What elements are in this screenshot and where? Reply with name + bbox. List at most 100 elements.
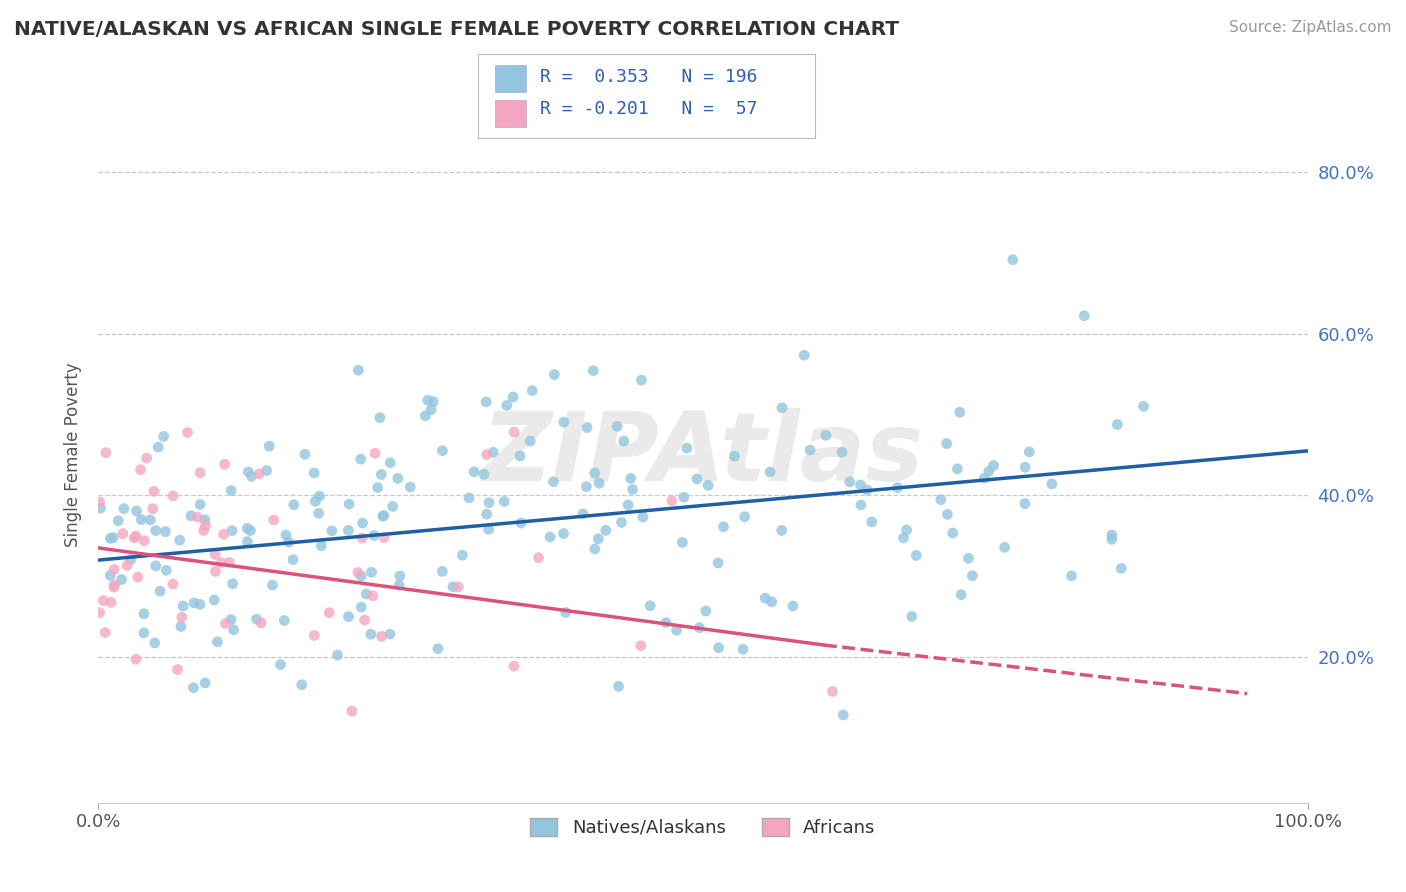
Legend: Natives/Alaskans, Africans: Natives/Alaskans, Africans: [522, 808, 884, 846]
Point: [110, 573, 132, 587]
Y-axis label: Single Female Poverty: Single Female Poverty: [65, 363, 83, 547]
Point: [219, 613, 242, 627]
Point: [273, 614, 295, 628]
Point: [1001, 252, 1024, 267]
Point: [134, 533, 156, 548]
Point: [688, 621, 710, 635]
Point: [630, 639, 652, 653]
Point: [132, 607, 155, 621]
Point: [463, 465, 485, 479]
Point: [308, 506, 330, 520]
Point: [89, 501, 111, 516]
Point: [214, 457, 236, 471]
Point: [269, 657, 291, 672]
Point: [209, 556, 232, 570]
Point: [502, 390, 524, 404]
Point: [475, 395, 498, 409]
Point: [360, 566, 382, 580]
Point: [770, 401, 793, 415]
Point: [263, 513, 285, 527]
Point: [387, 471, 409, 485]
Point: [588, 532, 610, 546]
Point: [388, 569, 411, 583]
Point: [145, 524, 167, 538]
Point: [432, 565, 454, 579]
Point: [695, 604, 717, 618]
Point: [754, 591, 776, 606]
Point: [94, 446, 117, 460]
Point: [360, 627, 382, 641]
Point: [553, 415, 575, 429]
Point: [929, 492, 952, 507]
Point: [671, 535, 693, 549]
Point: [188, 466, 211, 480]
Point: [337, 524, 360, 538]
Point: [957, 551, 980, 566]
Point: [125, 529, 148, 543]
Point: [183, 681, 205, 695]
Point: [361, 589, 384, 603]
Point: [1060, 569, 1083, 583]
Point: [194, 513, 217, 527]
Point: [155, 563, 177, 577]
Point: [370, 629, 392, 643]
Point: [98, 568, 121, 582]
Point: [89, 606, 111, 620]
Point: [543, 475, 565, 489]
Point: [291, 678, 314, 692]
Point: [193, 524, 215, 538]
Point: [707, 640, 730, 655]
Point: [519, 434, 541, 448]
Point: [367, 481, 389, 495]
Point: [354, 587, 377, 601]
Point: [583, 541, 606, 556]
Point: [821, 684, 844, 698]
Point: [1073, 309, 1095, 323]
Point: [983, 458, 1005, 473]
Point: [89, 495, 111, 509]
Point: [103, 580, 125, 594]
Text: NATIVE/ALASKAN VS AFRICAN SINGLE FEMALE POVERTY CORRELATION CHART: NATIVE/ALASKAN VS AFRICAN SINGLE FEMALE …: [14, 20, 898, 38]
Point: [905, 549, 928, 563]
Point: [814, 428, 837, 442]
Point: [363, 528, 385, 542]
Point: [831, 445, 853, 459]
Point: [247, 467, 270, 481]
Point: [155, 524, 177, 539]
Point: [262, 578, 284, 592]
Point: [543, 368, 565, 382]
Point: [122, 531, 145, 545]
Point: [509, 449, 531, 463]
Text: R =  0.353   N = 196: R = 0.353 N = 196: [540, 68, 758, 86]
Point: [672, 491, 695, 505]
Point: [782, 599, 804, 613]
Point: [1101, 528, 1123, 542]
Point: [583, 466, 606, 480]
Point: [350, 600, 373, 615]
Point: [432, 443, 454, 458]
Point: [256, 464, 278, 478]
Point: [949, 405, 972, 419]
Point: [380, 456, 402, 470]
Point: [381, 500, 404, 514]
Point: [942, 526, 965, 541]
Point: [94, 625, 117, 640]
Point: [180, 508, 202, 523]
Point: [117, 558, 139, 573]
Point: [1101, 533, 1123, 547]
Point: [352, 516, 374, 530]
Point: [304, 494, 326, 508]
Point: [347, 363, 370, 377]
Point: [420, 402, 443, 417]
Point: [139, 513, 162, 527]
Point: [281, 552, 304, 566]
Point: [142, 501, 165, 516]
Point: [582, 363, 605, 377]
Point: [240, 469, 263, 483]
Point: [350, 452, 373, 467]
Point: [207, 635, 229, 649]
Point: [936, 508, 959, 522]
Point: [849, 498, 872, 512]
Point: [245, 612, 267, 626]
Point: [162, 577, 184, 591]
